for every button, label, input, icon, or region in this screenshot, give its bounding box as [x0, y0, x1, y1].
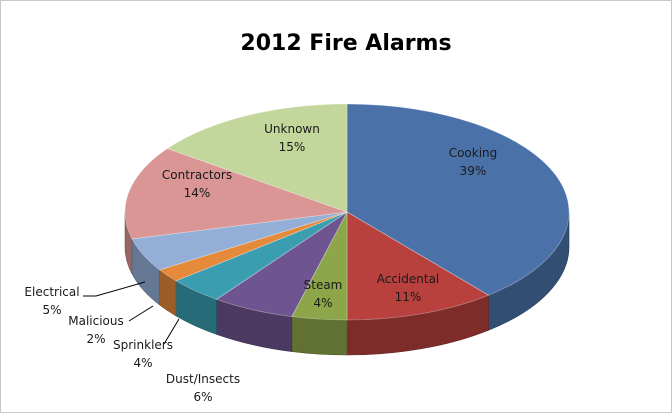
slice-label-cooking: Cooking	[449, 146, 498, 160]
slice-percent-sprinklers: 4%	[133, 356, 152, 370]
slice-label-dust-insects: Dust/Insects	[166, 372, 240, 386]
leader-sprinklers	[163, 318, 180, 345]
slice-label-contractors: Contractors	[162, 168, 232, 182]
slice-label-unknown: Unknown	[264, 122, 320, 136]
slice-accidental	[346, 211, 490, 321]
slice-percent-dust-insects: 6%	[193, 390, 212, 404]
slice-percent-malicious: 2%	[86, 332, 105, 346]
slice-percent-accidental: 11%	[395, 290, 422, 304]
slice-percent-electrical: 5%	[42, 303, 61, 317]
slice-percent-contractors: 14%	[184, 186, 211, 200]
leader-electrical	[83, 281, 146, 297]
slice-percent-cooking: 39%	[460, 164, 487, 178]
slice-steam	[291, 211, 348, 321]
slice-electrical	[131, 211, 348, 271]
slice-side-steam	[291, 316, 348, 356]
slice-label-accidental: Accidental	[377, 272, 440, 286]
slice-percent-unknown: 15%	[279, 140, 306, 154]
slice-label-sprinklers: Sprinklers	[113, 338, 173, 352]
slice-percent-steam: 4%	[313, 296, 332, 310]
chart-title: 2012 Fire Alarms	[240, 31, 451, 56]
slice-cooking	[346, 103, 570, 296]
slice-contractors	[124, 148, 348, 240]
slice-unknown	[166, 103, 348, 213]
slice-dust-insects	[215, 211, 348, 318]
leader-malicious	[128, 305, 154, 322]
slice-malicious	[158, 211, 348, 282]
slice-label-steam: Steam	[304, 278, 343, 292]
slice-label-malicious: Malicious	[68, 314, 124, 328]
slice-sprinklers	[175, 211, 348, 300]
slice-label-electrical: Electrical	[24, 285, 79, 299]
